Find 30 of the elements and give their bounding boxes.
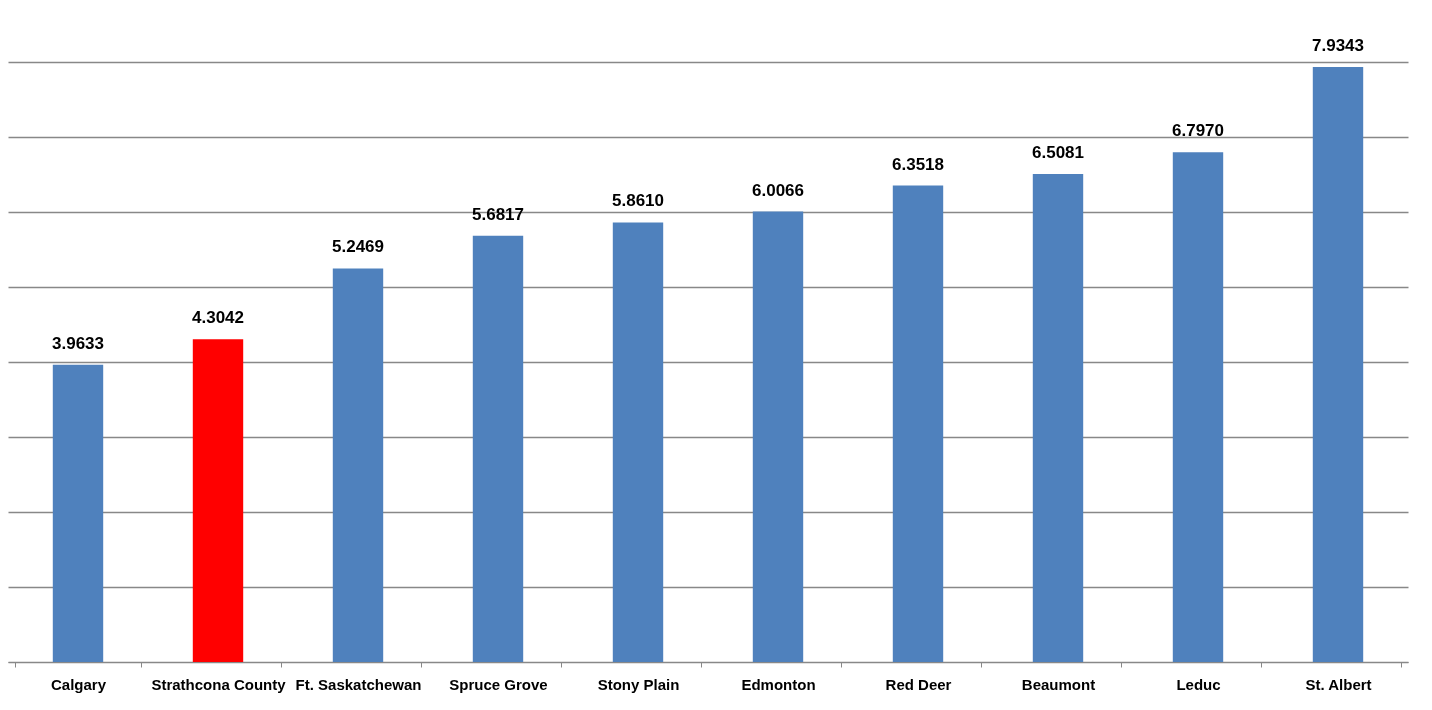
- data-label: 6.3518: [892, 154, 944, 174]
- x-tick-label: Leduc: [1176, 675, 1221, 693]
- x-tick-label: Ft. Saskatchewan: [295, 675, 422, 693]
- bar: [752, 211, 804, 662]
- x-tick-label: St. Albert: [1305, 675, 1372, 693]
- bar: [1312, 66, 1364, 662]
- data-label: 7.9343: [1312, 35, 1364, 55]
- bar: [52, 364, 104, 662]
- x-tick-label: Stony Plain: [597, 675, 680, 693]
- data-label: 5.2469: [332, 237, 384, 257]
- data-label: 4.3042: [192, 308, 244, 328]
- bar: [192, 339, 244, 662]
- data-label: 3.9633: [52, 333, 104, 353]
- bar: [472, 235, 524, 662]
- x-tick-label: Beaumont: [1021, 675, 1096, 693]
- bar: [892, 185, 944, 662]
- bar: [1032, 173, 1084, 662]
- data-label: 6.7970: [1172, 121, 1224, 141]
- data-label: 5.8610: [612, 191, 664, 211]
- bar: [612, 222, 664, 662]
- x-tick-label: Red Deer: [885, 675, 952, 693]
- data-label: 6.5081: [1032, 142, 1084, 162]
- x-tick-label: Strathcona County: [151, 675, 287, 693]
- x-tick-label: Spruce Grove: [449, 675, 548, 693]
- data-label: 5.6817: [472, 204, 524, 224]
- data-label: 6.0066: [752, 180, 804, 200]
- x-tick-label: Edmonton: [741, 675, 816, 693]
- bar: [1172, 152, 1224, 662]
- x-tick-label: Calgary: [50, 675, 107, 693]
- bar: [332, 268, 384, 662]
